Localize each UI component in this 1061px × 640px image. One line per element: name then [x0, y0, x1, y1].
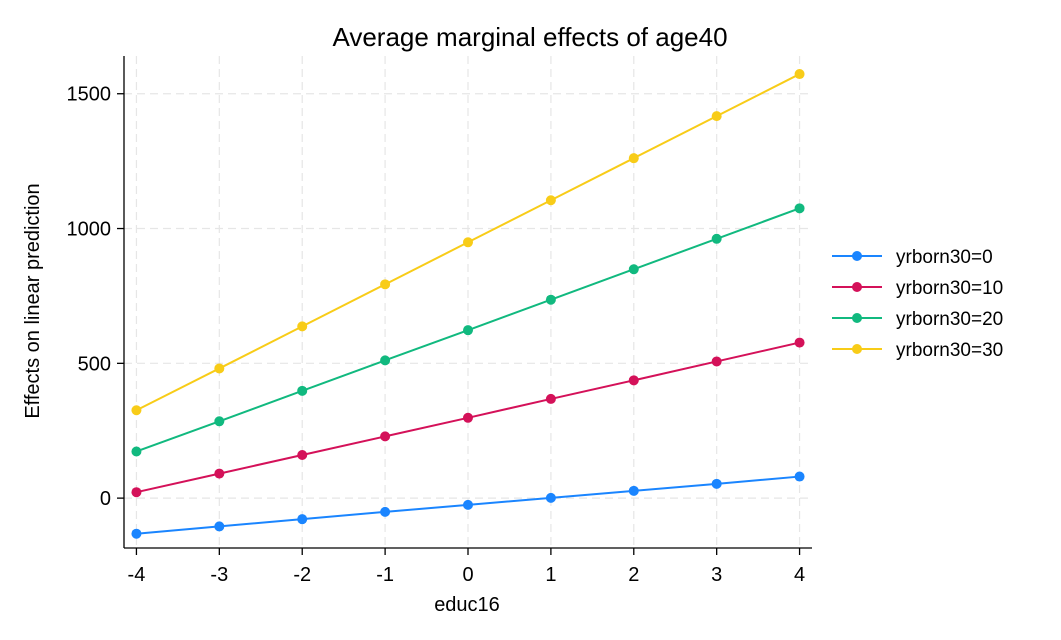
legend-label: yrborn30=30: [896, 340, 1003, 361]
x-axis-label: educ16: [434, 594, 500, 616]
chart-title: Average marginal effects of age40: [332, 22, 727, 52]
data-point: [463, 237, 473, 248]
data-point: [545, 294, 556, 305]
y-axis-label: Effects on linear prediction: [22, 183, 44, 418]
x-tick-label: -2: [293, 564, 311, 586]
data-point: [711, 233, 722, 244]
data-point: [380, 506, 391, 517]
data-point: [545, 195, 556, 206]
data-point: [463, 412, 473, 423]
data-point: [545, 492, 556, 503]
legend-entry: yrborn30=10: [832, 278, 1003, 299]
legend-marker: [852, 344, 862, 354]
series-group: [131, 69, 805, 539]
data-point: [794, 203, 805, 214]
data-point: [297, 449, 308, 460]
data-point: [794, 69, 805, 80]
data-point: [214, 468, 225, 479]
data-point: [380, 355, 391, 366]
data-point: [794, 337, 805, 348]
data-point: [214, 363, 225, 374]
legend-marker: [852, 282, 862, 292]
grid-lines: [124, 56, 812, 548]
x-tick-label: -3: [210, 564, 228, 586]
legend: yrborn30=0 yrborn30=10 yrborn30=20 yrborn30…: [832, 247, 1003, 361]
x-tick-label: -1: [376, 564, 394, 586]
data-point: [380, 279, 391, 290]
series-yrborn30-10: [131, 337, 805, 498]
x-tick-label: 1: [545, 564, 556, 586]
data-point: [711, 111, 722, 122]
x-tick-label: 2: [628, 564, 639, 586]
data-point: [545, 393, 556, 404]
data-point: [628, 485, 639, 496]
y-tick-label: 0: [100, 488, 111, 510]
data-point: [463, 325, 473, 336]
x-tick-label: 4: [794, 564, 805, 586]
series-yrborn30-20: [131, 203, 805, 457]
data-point: [297, 514, 308, 525]
series-yrborn30-30: [131, 69, 805, 416]
data-point: [131, 446, 142, 457]
data-point: [711, 478, 722, 489]
data-point: [214, 521, 225, 532]
y-tick-label: 500: [78, 353, 111, 375]
legend-marker: [852, 313, 862, 323]
y-tick-label: 1500: [67, 84, 112, 106]
legend-label: yrborn30=10: [896, 278, 1003, 299]
legend-entry: yrborn30=20: [832, 309, 1003, 330]
data-point: [628, 264, 639, 275]
data-point: [794, 471, 805, 482]
legend-label: yrborn30=0: [896, 247, 993, 268]
data-point: [463, 499, 473, 510]
data-point: [711, 356, 722, 367]
data-point: [297, 385, 308, 396]
legend-label: yrborn30=20: [896, 309, 1003, 330]
data-point: [297, 321, 308, 332]
data-point: [628, 375, 639, 386]
data-point: [380, 431, 391, 442]
x-tick-label: -4: [128, 564, 146, 586]
x-tick-label: 0: [462, 564, 473, 586]
data-point: [628, 153, 639, 164]
data-point: [131, 405, 142, 416]
data-point: [131, 528, 142, 539]
axes: -4 -3 -2 -1 0 1 2 3 4 0 500 1000 1500: [67, 56, 812, 586]
y-tick-label: 1000: [67, 219, 112, 241]
x-tick-label: 3: [711, 564, 722, 586]
legend-entry: yrborn30=30: [832, 340, 1003, 361]
legend-marker: [852, 251, 862, 261]
series-yrborn30-0: [131, 471, 805, 539]
data-point: [131, 487, 142, 498]
legend-entry: yrborn30=0: [832, 247, 993, 268]
data-point: [214, 416, 225, 427]
